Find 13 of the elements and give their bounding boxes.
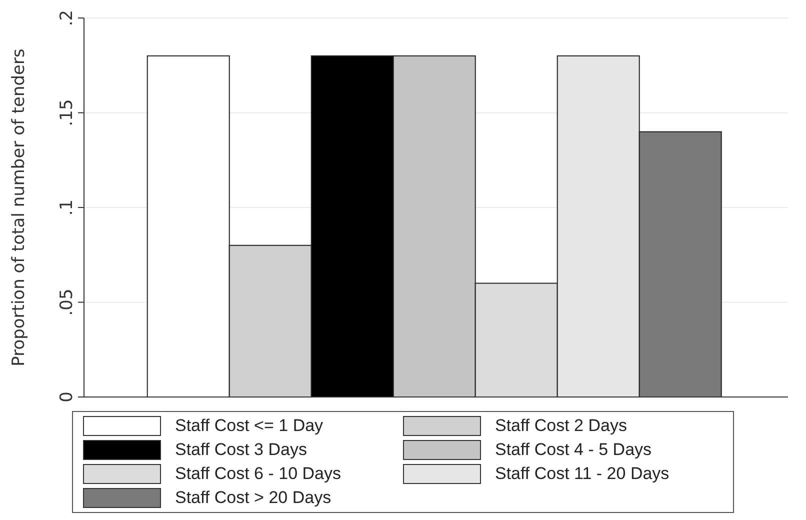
legend-label: Staff Cost > 20 Days: [175, 488, 332, 508]
y-tick-label: .15: [57, 99, 77, 126]
y-tick-label: .1: [57, 199, 77, 216]
y-tick-label: 0: [57, 392, 77, 402]
y-tick-label: .2: [57, 10, 77, 26]
y-axis-title: Proportion of total number of tenders: [9, 48, 30, 366]
legend-label: Staff Cost 3 Days: [175, 440, 307, 460]
legend-label: Staff Cost 11 - 20 Days: [495, 464, 670, 484]
legend-label: Staff Cost 6 - 10 Days: [175, 464, 341, 484]
legend-label: Staff Cost 4 - 5 Days: [495, 440, 652, 460]
legend-label: Staff Cost 2 Days: [495, 416, 627, 436]
y-tick-label: .05: [57, 288, 77, 316]
series-label: Staff Cost <= 1 Day: [175, 416, 324, 436]
